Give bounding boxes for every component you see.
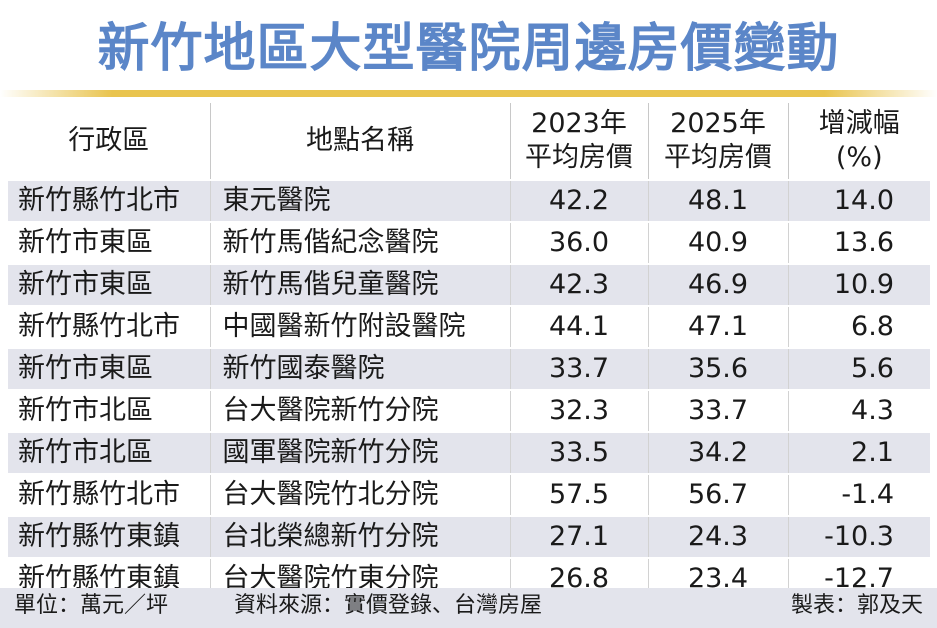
table-row: 新竹市北區 國軍醫院新竹分院 33.5 34.2 2.1	[8, 431, 930, 474]
price-2025-cell: 35.6	[647, 347, 788, 390]
unit-note: 單位：萬元／坪	[14, 593, 169, 618]
change-percent-cell: 4.3	[787, 389, 930, 432]
header-change: 增減幅 (%)	[787, 103, 930, 180]
price-table-container: 行政區 地點名稱 2023年 平均房價 2025年 平均房價 增減幅 (%) 新…	[8, 103, 930, 599]
district-cell: 新竹市北區	[8, 389, 210, 432]
place-name-cell: 台大醫院竹北分院	[209, 473, 510, 516]
table-row: 新竹縣竹北市 台大醫院竹北分院 57.5 56.7 -1.4	[8, 473, 930, 516]
change-percent-cell: 5.6	[787, 347, 930, 390]
price-2023-cell: 33.5	[509, 431, 648, 474]
price-2025-cell: 34.2	[647, 431, 788, 474]
price-2025-cell: 40.9	[647, 221, 788, 264]
header-price-2025: 2025年 平均房價	[647, 103, 788, 180]
source-note: 資料來源：實價登錄、台灣房屋	[234, 593, 543, 618]
price-2025-cell: 46.9	[647, 263, 788, 306]
header-change-line2: (%)	[835, 142, 883, 173]
table-body: 新竹縣竹北市 東元醫院 42.2 48.1 14.0 新竹市東區 新竹馬偕紀念醫院 36.0 4…	[8, 179, 930, 599]
price-2023-cell: 36.0	[509, 221, 648, 264]
change-percent-cell: -10.3	[787, 515, 930, 558]
header-price-2023: 2023年 平均房價	[509, 103, 648, 180]
header-place: 地點名稱	[209, 103, 510, 180]
table-row: 新竹市東區 新竹馬偕紀念醫院 36.0 40.9 13.6	[8, 221, 930, 264]
price-2023-cell: 44.1	[509, 305, 648, 348]
price-2025-cell: 24.3	[647, 515, 788, 558]
header-price-2025-line1: 2025年	[670, 108, 766, 139]
header-district-label: 行政區	[68, 125, 150, 156]
price-2023-cell: 42.3	[509, 263, 648, 306]
change-percent-cell: 10.9	[787, 263, 930, 306]
header-place-label: 地點名稱	[306, 125, 414, 156]
price-2025-cell: 33.7	[647, 389, 788, 432]
header-district: 行政區	[8, 103, 210, 180]
table-row: 新竹縣竹北市 東元醫院 42.2 48.1 14.0	[8, 179, 930, 222]
chart-title: 新竹地區大型醫院周邊房價變動	[97, 19, 840, 79]
change-percent-cell: -1.4	[787, 473, 930, 516]
header-price-2023-line2: 平均房價	[525, 142, 633, 173]
maker-credit: 製表：郭及天	[790, 593, 923, 618]
header-price-2023-line1: 2023年	[531, 108, 627, 139]
price-2023-cell: 42.2	[509, 179, 648, 222]
place-name-cell: 中國醫新竹附設醫院	[209, 305, 510, 348]
place-name-cell: 東元醫院	[209, 179, 510, 222]
district-cell: 新竹縣竹北市	[8, 473, 210, 516]
price-2023-cell: 27.1	[509, 515, 648, 558]
district-cell: 新竹市北區	[8, 431, 210, 474]
place-name-cell: 台北榮總新竹分院	[209, 515, 510, 558]
place-name-cell: 台大醫院新竹分院	[209, 389, 510, 432]
table-row: 新竹市北區 台大醫院新竹分院 32.3 33.7 4.3	[8, 389, 930, 432]
district-cell: 新竹縣竹北市	[8, 179, 210, 222]
header-change-line1: 增減幅	[818, 108, 900, 139]
place-name-cell: 新竹國泰醫院	[209, 347, 510, 390]
price-2023-cell: 33.7	[509, 347, 648, 390]
price-2025-cell: 47.1	[647, 305, 788, 348]
table-row: 新竹縣竹北市 中國醫新竹附設醫院 44.1 47.1 6.8	[8, 305, 930, 348]
table-row: 新竹市東區 新竹國泰醫院 33.7 35.6 5.6	[8, 347, 930, 390]
district-cell: 新竹縣竹北市	[8, 305, 210, 348]
price-2025-cell: 56.7	[647, 473, 788, 516]
district-cell: 新竹縣竹東鎮	[8, 515, 210, 558]
title-divider	[0, 90, 937, 97]
footer-bar: 單位：萬元／坪 資料來源：實價登錄、台灣房屋 製表：郭及天	[0, 588, 937, 628]
price-table: 行政區 地點名稱 2023年 平均房價 2025年 平均房價 增減幅 (%) 新…	[8, 103, 930, 599]
change-percent-cell: 2.1	[787, 431, 930, 474]
district-cell: 新竹市東區	[8, 221, 210, 264]
price-2023-cell: 57.5	[509, 473, 648, 516]
change-percent-cell: 14.0	[787, 179, 930, 222]
change-percent-cell: 13.6	[787, 221, 930, 264]
place-name-cell: 新竹馬偕兒童醫院	[209, 263, 510, 306]
table-header-row: 行政區 地點名稱 2023年 平均房價 2025年 平均房價 增減幅 (%)	[8, 103, 930, 180]
place-name-cell: 新竹馬偕紀念醫院	[209, 221, 510, 264]
district-cell: 新竹市東區	[8, 263, 210, 306]
header-price-2025-line2: 平均房價	[664, 142, 772, 173]
place-name-cell: 國軍醫院新竹分院	[209, 431, 510, 474]
district-cell: 新竹市東區	[8, 347, 210, 390]
change-percent-cell: 6.8	[787, 305, 930, 348]
table-row: 新竹市東區 新竹馬偕兒童醫院 42.3 46.9 10.9	[8, 263, 930, 306]
price-2023-cell: 32.3	[509, 389, 648, 432]
table-row: 新竹縣竹東鎮 台北榮總新竹分院 27.1 24.3 -10.3	[8, 515, 930, 558]
price-2025-cell: 48.1	[647, 179, 788, 222]
